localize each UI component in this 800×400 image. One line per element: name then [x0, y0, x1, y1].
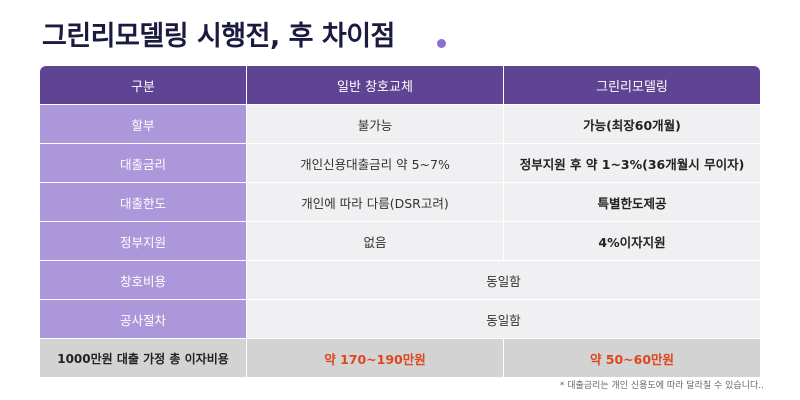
table-row-gov-support: 정부지원 없음 4%이자지원: [40, 222, 760, 260]
comparison-table: 구분 일반 창호교체 그린리모델링 할부 불가능 가능(최장60개월) 대출금리…: [40, 66, 760, 377]
header-green-remodeling: 그린리모델링: [504, 66, 760, 104]
table-header-row: 구분 일반 창호교체 그린리모델링: [40, 66, 760, 104]
green-value: 가능(최장60개월): [504, 105, 760, 143]
green-value: 4%이자지원: [504, 222, 760, 260]
title-accent-dot: [437, 39, 446, 48]
general-value: 개인에 따라 다름(DSR고려): [247, 183, 503, 221]
footer-green-value: 약 50~60만원: [504, 339, 760, 377]
footer-label: 1000만원 대출 가정 총 이자비용: [40, 339, 246, 377]
green-value: 정부지원 후 약 1~3%(36개월시 무이자): [504, 144, 760, 182]
general-value: 불가능: [247, 105, 503, 143]
table-footer-row: 1000만원 대출 가정 총 이자비용 약 170~190만원 약 50~60만…: [40, 339, 760, 377]
table-row-loan-rate: 대출금리 개인신용대출금리 약 5~7% 정부지원 후 약 1~3%(36개월시…: [40, 144, 760, 182]
footer-general-value: 약 170~190만원: [247, 339, 503, 377]
table-row-construction-process: 공사절차 동일함: [40, 300, 760, 338]
row-label: 할부: [40, 105, 246, 143]
table-row-window-cost: 창호비용 동일함: [40, 261, 760, 299]
page-title: 그린리모델링 시행전, 후 차이점: [42, 21, 395, 52]
general-value: 개인신용대출금리 약 5~7%: [247, 144, 503, 182]
general-value: 없음: [247, 222, 503, 260]
table-row-installment: 할부 불가능 가능(최장60개월): [40, 105, 760, 143]
green-value: 특별한도제공: [504, 183, 760, 221]
merged-value: 동일함: [247, 300, 760, 338]
row-label: 대출금리: [40, 144, 246, 182]
header-category: 구분: [40, 66, 246, 104]
row-label: 창호비용: [40, 261, 246, 299]
header-general-replacement: 일반 창호교체: [247, 66, 503, 104]
row-label: 공사절차: [40, 300, 246, 338]
footnote: * 대출금리는 개인 신용도에 따라 달라질 수 있습니다..: [559, 381, 764, 391]
row-label: 정부지원: [40, 222, 246, 260]
merged-value: 동일함: [247, 261, 760, 299]
table-row-loan-limit: 대출한도 개인에 따라 다름(DSR고려) 특별한도제공: [40, 183, 760, 221]
row-label: 대출한도: [40, 183, 246, 221]
